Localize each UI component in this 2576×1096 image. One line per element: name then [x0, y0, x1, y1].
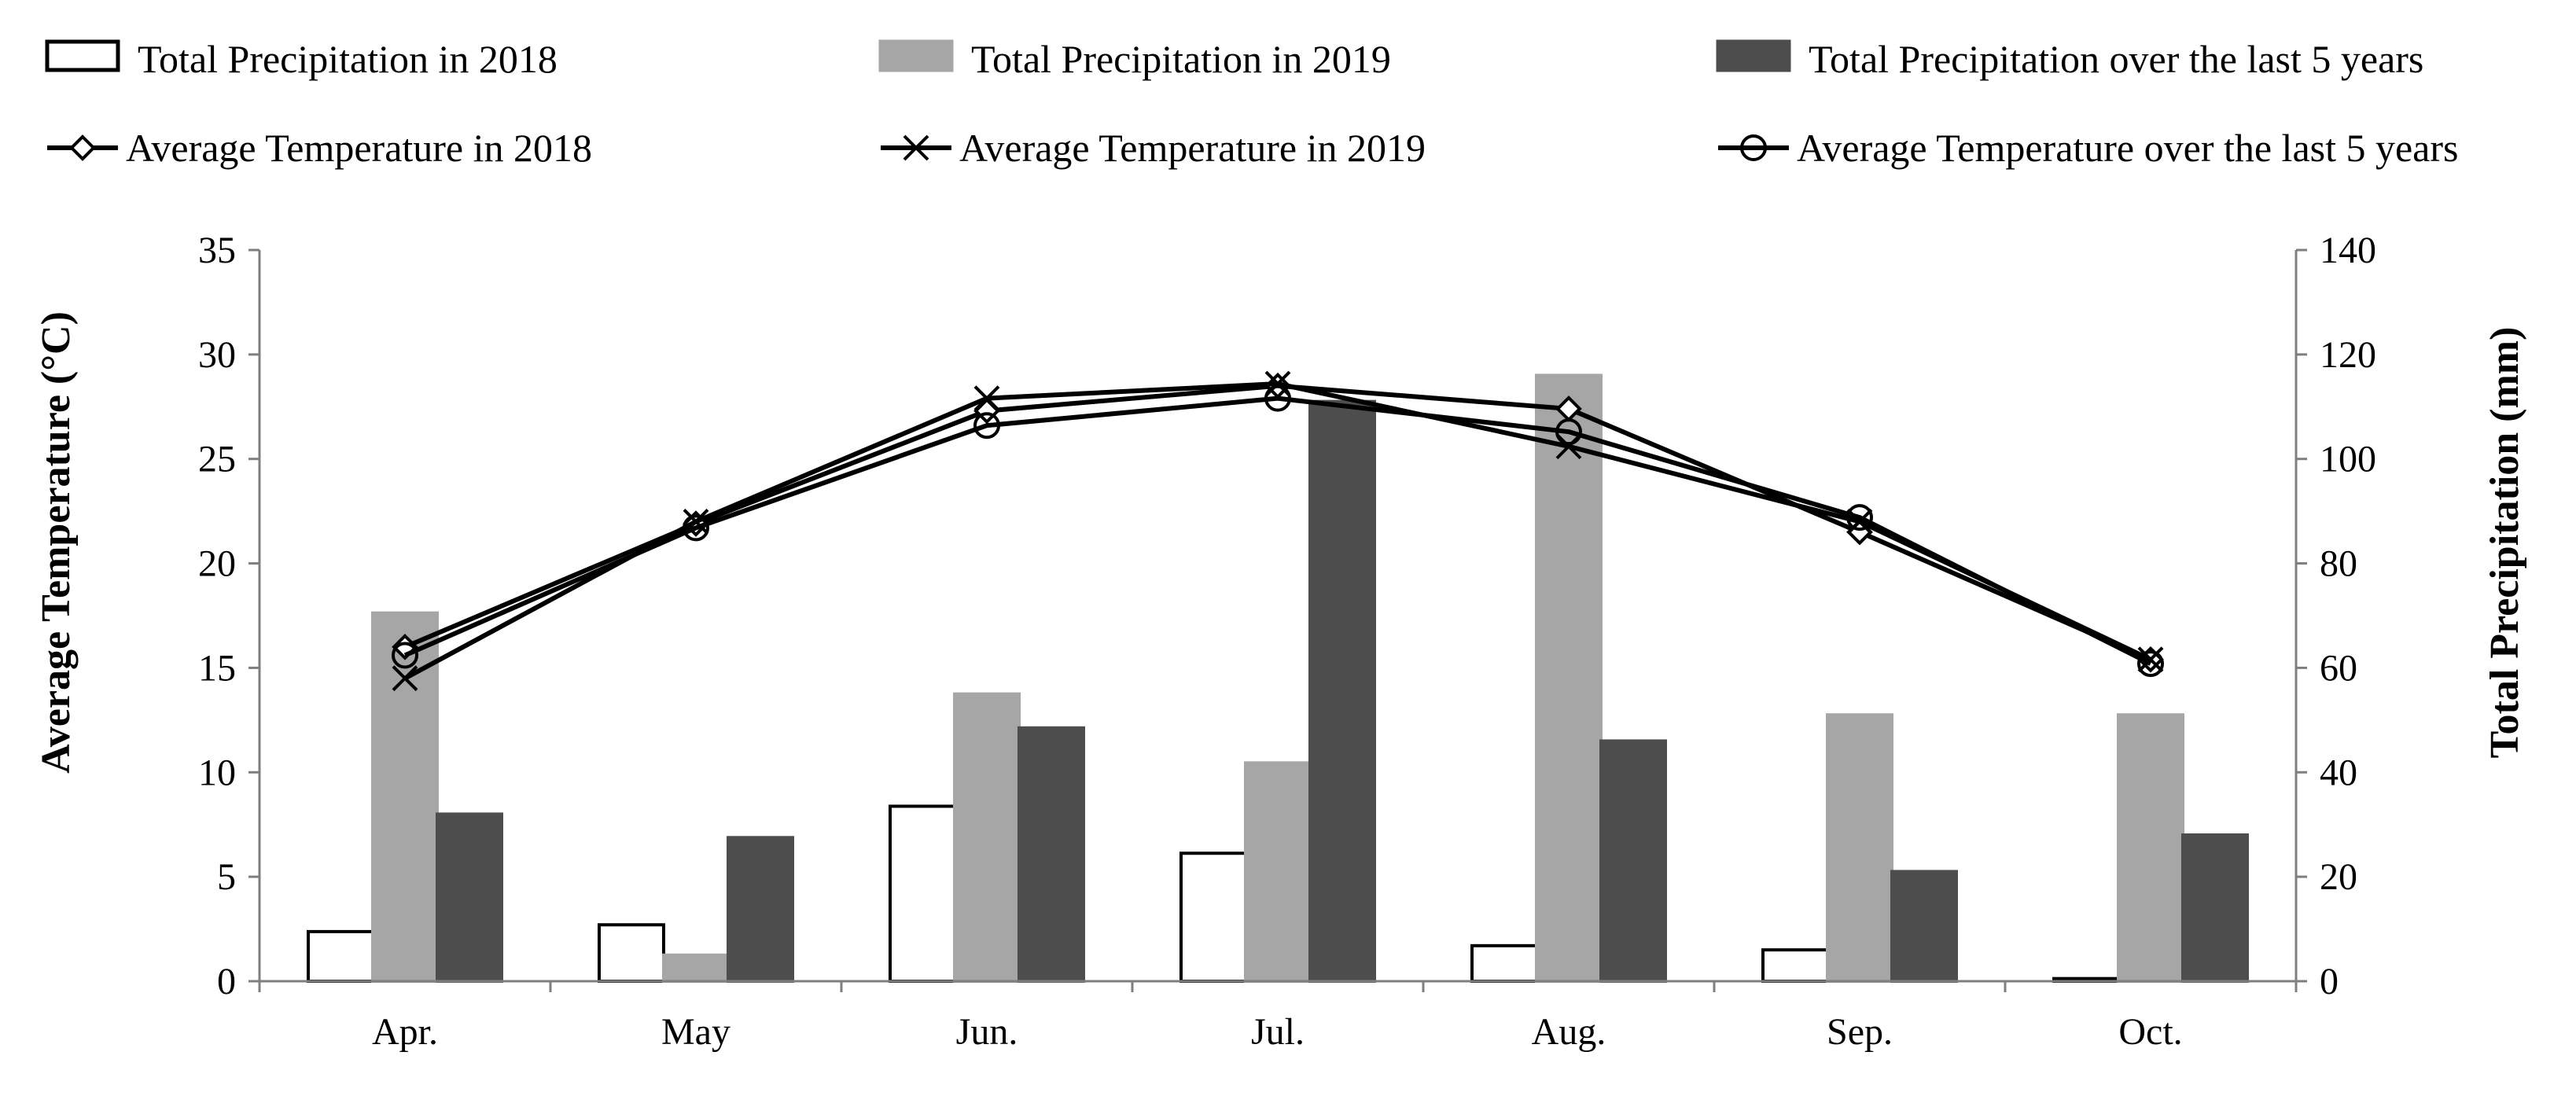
temperature-point-3-may: [683, 514, 709, 542]
right-tick-label: 40: [2320, 752, 2357, 793]
bar-1-may: [598, 923, 665, 984]
legend-marker-6: [1740, 134, 1767, 161]
right-axis-title: Total Precipitation (mm): [2482, 327, 2527, 759]
legend-label-3: Total Precipitation over the last 5 year…: [1809, 37, 2423, 81]
right-tick-label: 120: [2320, 334, 2376, 376]
axes: 0 5 10 15 20 25 30 35 0 20 40 60 80 100 120 140 Apr. May J…: [198, 230, 2376, 1053]
bar-2-may: [662, 953, 730, 984]
temperature-point-3-apr: [392, 642, 418, 669]
bar-1-jul: [1179, 851, 1247, 983]
legend-label-4: Average Temperature in 2018: [126, 126, 592, 170]
temperature-point-3-jun: [973, 412, 1000, 440]
legend-label-6: Average Temperature over the last 5 year…: [1797, 126, 2458, 170]
bar-2-jul: [1244, 761, 1312, 983]
right-tick-label: 140: [2320, 230, 2376, 271]
left-axis-title: Average Temperature (°C): [34, 311, 79, 774]
legend-marker-5: [903, 134, 929, 161]
x-tick-label: Jun.: [956, 1011, 1018, 1053]
right-tick-label: 80: [2320, 543, 2357, 585]
temperature-line-3: [403, 395, 2152, 666]
bar-layer: [307, 373, 2249, 984]
bar-1-jun: [889, 804, 956, 983]
temperature-point-2-oct: [2137, 646, 2164, 673]
bar-3-jun: [1018, 726, 1085, 983]
left-tick-label: 35: [198, 230, 236, 271]
right-tick-label: 60: [2320, 647, 2357, 689]
left-tick-label: 10: [198, 752, 236, 793]
right-tick-label: 100: [2320, 439, 2376, 480]
bar-2-sep: [1826, 713, 1893, 983]
temperature-point-3-sep: [1846, 504, 1873, 531]
x-tick-label: Jul.: [1251, 1011, 1305, 1053]
x-tick-label: Oct.: [2118, 1011, 2182, 1053]
legend-swatch-3: [1716, 39, 1791, 72]
legend-label-1: Total Precipitation in 2018: [138, 37, 558, 81]
bar-2-aug: [1535, 373, 1603, 983]
left-tick-label: 15: [198, 647, 236, 689]
left-tick-label: 0: [217, 961, 236, 1002]
bar-2-apr: [371, 611, 439, 984]
right-tick-label: 0: [2320, 961, 2339, 1002]
bar-2-oct: [2117, 713, 2184, 983]
temperature-point-3-oct: [2137, 650, 2164, 678]
legend-label-5: Average Temperature in 2019: [959, 126, 1426, 170]
bar-3-may: [727, 836, 794, 983]
temperature-point-2-jun: [973, 385, 1000, 412]
right-tick-label: 20: [2320, 856, 2357, 898]
legend-marker-4: [69, 134, 96, 161]
left-tick-label: 20: [198, 543, 236, 585]
bar-1-sep: [1761, 948, 1829, 983]
temperature-line-1: [403, 383, 2152, 662]
legend-swatch-1: [45, 39, 120, 72]
legend: Total Precipitation in 2018 Total Precipi…: [45, 37, 2458, 170]
bar-3-apr: [436, 812, 503, 984]
line-layer: [392, 370, 2164, 692]
left-tick-label: 5: [217, 856, 236, 898]
bar-3-oct: [2181, 833, 2249, 983]
temperature-point-3-aug: [1555, 418, 1582, 446]
legend-swatch-2: [878, 39, 954, 72]
bar-3-jul: [1308, 399, 1376, 983]
left-tick-label: 30: [198, 334, 236, 376]
x-tick-label: May: [661, 1011, 730, 1053]
bar-3-sep: [1890, 870, 1958, 983]
temperature-point-3-jul: [1264, 384, 1291, 412]
bar-2-jun: [953, 692, 1021, 984]
x-tick-label: Sep.: [1827, 1011, 1893, 1053]
x-tick-label: Apr.: [372, 1011, 438, 1053]
legend-label-2: Total Precipitation in 2019: [971, 37, 1391, 81]
x-tick-label: Aug.: [1532, 1011, 1606, 1053]
left-tick-label: 25: [198, 439, 236, 480]
temperature-point-2-apr: [392, 665, 418, 692]
bar-1-aug: [1470, 943, 1538, 984]
bar-1-apr: [307, 929, 374, 983]
bar-3-aug: [1599, 739, 1667, 984]
